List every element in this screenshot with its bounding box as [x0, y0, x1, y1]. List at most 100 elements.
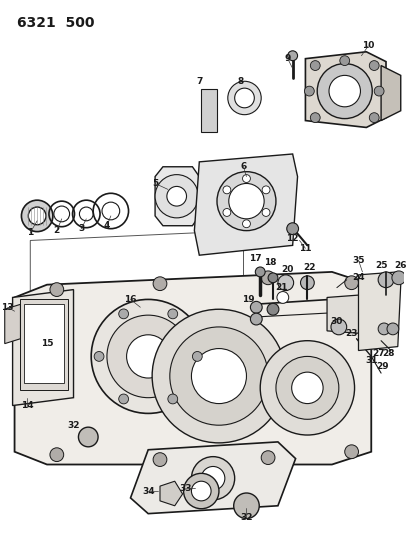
- Polygon shape: [327, 295, 374, 334]
- Text: 24: 24: [352, 273, 365, 282]
- Text: 19: 19: [242, 295, 255, 304]
- Text: 25: 25: [375, 261, 387, 270]
- Text: 14: 14: [21, 401, 33, 410]
- Text: 9: 9: [284, 54, 291, 63]
- Text: 33: 33: [179, 483, 192, 492]
- Text: 6: 6: [240, 162, 247, 171]
- Text: 34: 34: [142, 487, 155, 496]
- Circle shape: [235, 88, 254, 108]
- Circle shape: [193, 351, 202, 361]
- Polygon shape: [381, 66, 401, 120]
- Circle shape: [91, 300, 205, 414]
- Circle shape: [228, 81, 261, 115]
- Polygon shape: [359, 272, 401, 351]
- Polygon shape: [155, 167, 199, 225]
- Circle shape: [288, 51, 297, 61]
- Circle shape: [255, 267, 265, 277]
- Text: 26: 26: [395, 261, 407, 270]
- Circle shape: [276, 357, 339, 419]
- Circle shape: [78, 427, 98, 447]
- Circle shape: [369, 112, 379, 123]
- Circle shape: [345, 445, 359, 458]
- Circle shape: [268, 273, 278, 282]
- Text: 27: 27: [372, 349, 384, 358]
- Text: 17: 17: [249, 254, 262, 263]
- Circle shape: [242, 175, 251, 182]
- Circle shape: [126, 335, 170, 378]
- Text: 29: 29: [377, 362, 389, 371]
- Circle shape: [387, 323, 399, 335]
- Circle shape: [229, 183, 264, 219]
- Text: 32: 32: [67, 421, 80, 430]
- Text: 3: 3: [78, 224, 84, 233]
- Circle shape: [50, 282, 64, 296]
- Text: 20: 20: [282, 265, 294, 274]
- Circle shape: [392, 271, 406, 285]
- Circle shape: [261, 271, 275, 285]
- Text: 4: 4: [104, 221, 110, 230]
- Circle shape: [119, 394, 129, 404]
- Circle shape: [201, 466, 225, 490]
- Circle shape: [278, 275, 294, 290]
- Circle shape: [217, 172, 276, 231]
- Circle shape: [260, 341, 355, 435]
- Circle shape: [261, 451, 275, 464]
- Text: 2: 2: [54, 226, 60, 235]
- Circle shape: [292, 372, 323, 403]
- Circle shape: [191, 349, 246, 403]
- Polygon shape: [306, 52, 386, 127]
- Text: 21: 21: [275, 283, 288, 292]
- Polygon shape: [160, 481, 183, 506]
- Circle shape: [168, 309, 177, 319]
- Text: 22: 22: [303, 263, 316, 272]
- Circle shape: [378, 272, 394, 288]
- Circle shape: [167, 187, 186, 206]
- Circle shape: [317, 63, 372, 119]
- Circle shape: [310, 112, 320, 123]
- Circle shape: [345, 276, 359, 289]
- Bar: [201, 89, 217, 132]
- Circle shape: [287, 223, 299, 235]
- Circle shape: [107, 315, 189, 398]
- Circle shape: [168, 394, 177, 404]
- Circle shape: [155, 175, 198, 218]
- Text: 10: 10: [362, 42, 375, 51]
- Text: 18: 18: [264, 257, 276, 266]
- Circle shape: [153, 277, 167, 290]
- Circle shape: [304, 86, 314, 96]
- Text: 31: 31: [365, 356, 377, 365]
- Polygon shape: [30, 231, 244, 295]
- Text: 15: 15: [41, 339, 53, 348]
- Text: 13: 13: [2, 303, 14, 312]
- Circle shape: [267, 303, 279, 315]
- Polygon shape: [5, 304, 20, 344]
- Circle shape: [119, 309, 129, 319]
- Circle shape: [28, 207, 46, 225]
- Circle shape: [223, 186, 231, 194]
- Text: 12: 12: [286, 234, 299, 243]
- Polygon shape: [15, 272, 371, 464]
- Circle shape: [331, 319, 347, 335]
- Circle shape: [50, 448, 64, 462]
- Circle shape: [242, 220, 251, 228]
- Circle shape: [153, 453, 167, 466]
- Text: 30: 30: [330, 317, 343, 326]
- Circle shape: [262, 186, 270, 194]
- Circle shape: [191, 457, 235, 500]
- Circle shape: [94, 351, 104, 361]
- Polygon shape: [194, 154, 297, 255]
- Bar: [24, 304, 64, 383]
- Circle shape: [262, 208, 270, 216]
- Circle shape: [152, 309, 286, 443]
- Text: 7: 7: [196, 77, 202, 86]
- Text: 23: 23: [345, 329, 358, 338]
- Circle shape: [369, 61, 379, 70]
- Circle shape: [184, 473, 219, 508]
- Circle shape: [277, 292, 289, 303]
- Text: 35: 35: [352, 256, 365, 264]
- Circle shape: [310, 61, 320, 70]
- Circle shape: [191, 481, 211, 501]
- Text: 5: 5: [152, 179, 158, 188]
- Polygon shape: [131, 442, 296, 514]
- Text: 11: 11: [299, 244, 312, 253]
